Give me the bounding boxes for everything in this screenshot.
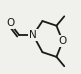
Text: O: O xyxy=(59,36,67,46)
Text: O: O xyxy=(6,18,15,28)
Text: N: N xyxy=(29,30,37,40)
